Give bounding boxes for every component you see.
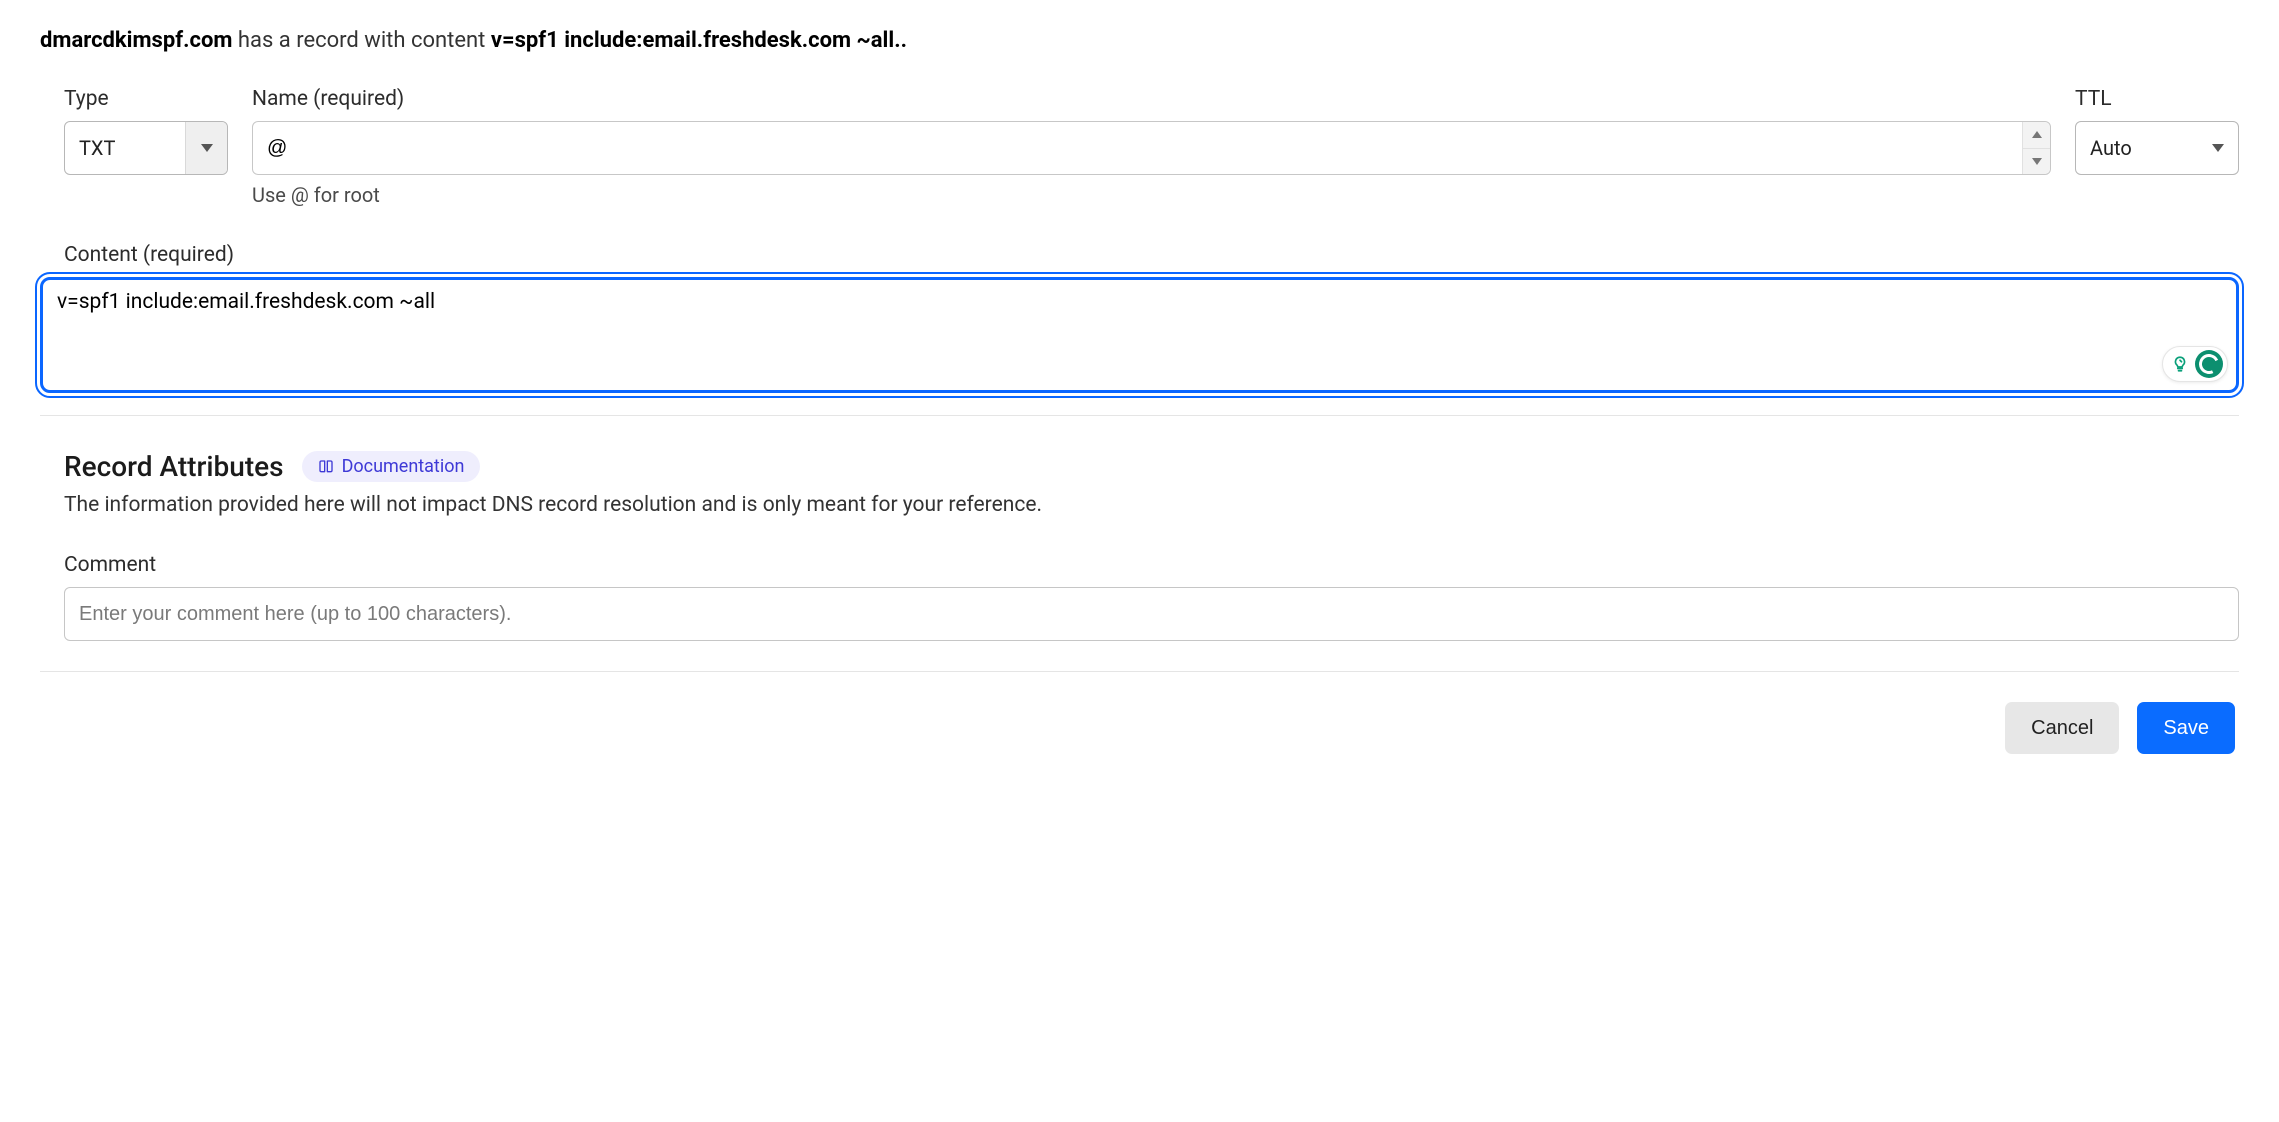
section-divider bbox=[40, 415, 2239, 416]
spinner-down-button[interactable] bbox=[2023, 148, 2050, 175]
heading-mid: has a record with content bbox=[232, 28, 490, 53]
record-attributes-section: Record Attributes Documentation The info… bbox=[64, 450, 2239, 641]
name-label: Name (required) bbox=[252, 87, 2051, 111]
ttl-label: TTL bbox=[2075, 87, 2239, 111]
content-field: Content (required) bbox=[40, 243, 2239, 393]
content-box bbox=[40, 277, 2239, 393]
documentation-label: Documentation bbox=[342, 456, 465, 477]
book-icon bbox=[318, 459, 334, 475]
type-dropdown-toggle[interactable] bbox=[185, 122, 227, 174]
footer-divider bbox=[40, 671, 2239, 672]
heading-trailing: .. bbox=[894, 28, 907, 53]
attributes-description: The information provided here will not i… bbox=[64, 493, 2239, 517]
comment-label: Comment bbox=[64, 553, 2239, 577]
cancel-button[interactable]: Cancel bbox=[2005, 702, 2119, 754]
ttl-field: TTL Auto bbox=[2075, 87, 2239, 207]
ttl-select[interactable]: Auto bbox=[2075, 121, 2239, 175]
footer-actions: Cancel Save bbox=[40, 702, 2239, 754]
lightbulb-icon bbox=[2169, 353, 2191, 375]
save-button[interactable]: Save bbox=[2137, 702, 2235, 754]
name-field: Name (required) Use @ for root bbox=[252, 87, 2051, 207]
name-input-wrap bbox=[252, 121, 2051, 175]
type-field: Type TXT bbox=[64, 87, 228, 207]
chevron-down-icon bbox=[2212, 144, 2224, 152]
documentation-link[interactable]: Documentation bbox=[302, 451, 481, 482]
content-input[interactable] bbox=[43, 280, 2236, 390]
record-fields-row: Type TXT Name (required) Use @ for root … bbox=[64, 87, 2239, 207]
name-spinner bbox=[2022, 122, 2050, 174]
name-help-text: Use @ for root bbox=[252, 183, 2051, 207]
grammarly-widget[interactable] bbox=[2162, 346, 2228, 382]
type-select[interactable]: TXT bbox=[64, 121, 228, 175]
comment-input[interactable] bbox=[64, 587, 2239, 641]
heading-domain: dmarcdkimspf.com bbox=[40, 28, 232, 53]
page-heading: dmarcdkimspf.com has a record with conte… bbox=[40, 28, 2239, 53]
caret-down-icon bbox=[2032, 158, 2042, 165]
type-label: Type bbox=[64, 87, 228, 111]
content-label: Content (required) bbox=[64, 243, 2239, 267]
ttl-value: Auto bbox=[2090, 136, 2132, 160]
type-value: TXT bbox=[65, 122, 185, 174]
heading-record-content: v=spf1 include:email.freshdesk.com ~all bbox=[491, 28, 894, 53]
grammarly-icon bbox=[2195, 350, 2223, 378]
attributes-header: Record Attributes Documentation bbox=[64, 450, 2239, 483]
spinner-up-button[interactable] bbox=[2023, 122, 2050, 148]
chevron-down-icon bbox=[201, 144, 213, 152]
name-input[interactable] bbox=[253, 122, 2022, 174]
attributes-title: Record Attributes bbox=[64, 450, 284, 483]
caret-up-icon bbox=[2032, 131, 2042, 138]
